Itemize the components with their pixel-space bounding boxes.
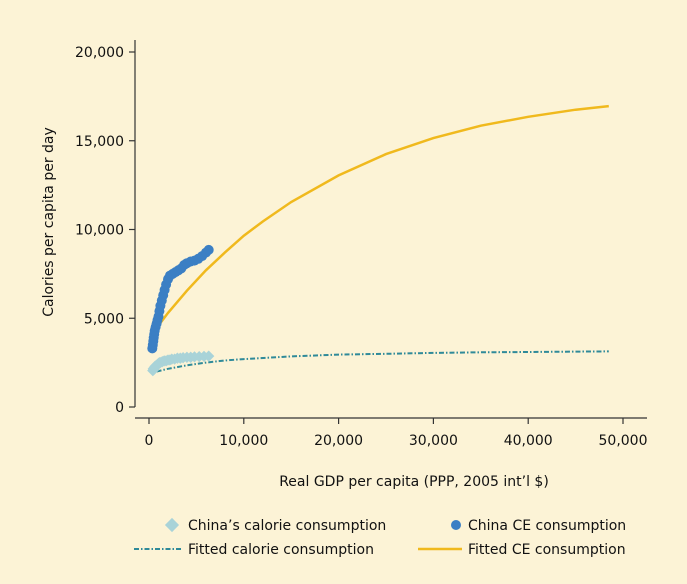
y-tick-label: 15,000 (75, 134, 124, 150)
legend-item-china-calorie: China’s calorie consumption (164, 517, 386, 534)
legend-diamond-icon (164, 517, 180, 533)
y-tick-label: 20,000 (75, 45, 124, 61)
x-tick-label: 40,000 (504, 433, 553, 449)
series-0 (147, 350, 215, 377)
y-tick-label: 10,000 (75, 223, 124, 239)
fitted-ce-line (155, 104, 609, 329)
series-2 (156, 350, 609, 373)
y-axis-title: Calories per capita per day (41, 127, 57, 317)
legend: China’s calorie consumption China CE con… (134, 517, 626, 558)
x-tick-label: 30,000 (409, 433, 458, 449)
ticks: 0 10,000 20,000 30,000 40,000 50,000 0 5,000 10,… (75, 45, 648, 449)
fitted-calorie-line (156, 350, 609, 373)
series-1 (147, 244, 214, 354)
legend-circle-icon (451, 520, 461, 530)
x-tick-label: 50,000 (599, 433, 648, 449)
axes (134, 40, 647, 419)
legend-label-china-ce: China CE consumption (468, 518, 626, 534)
y-tick-label: 5,000 (84, 311, 124, 327)
legend-item-china-ce: China CE consumption (451, 518, 626, 534)
y-tick-label: 0 (115, 400, 124, 416)
legend-label-china-calorie: China’s calorie consumption (188, 518, 386, 534)
legend-label-fitted-ce: Fitted CE consumption (468, 542, 626, 558)
legend-label-fitted-calorie: Fitted calorie consumption (188, 542, 374, 558)
x-tick-label: 20,000 (314, 433, 363, 449)
legend-item-fitted-calorie: Fitted calorie consumption (134, 542, 374, 558)
series-layer (147, 104, 609, 377)
x-axis-title: Real GDP per capita (PPP, 2005 int’l $) (279, 474, 549, 490)
ce-point (203, 244, 214, 255)
x-tick-label: 0 (145, 433, 154, 449)
legend-item-fitted-ce: Fitted CE consumption (418, 542, 626, 558)
series-3 (155, 104, 609, 329)
x-tick-label: 10,000 (219, 433, 268, 449)
